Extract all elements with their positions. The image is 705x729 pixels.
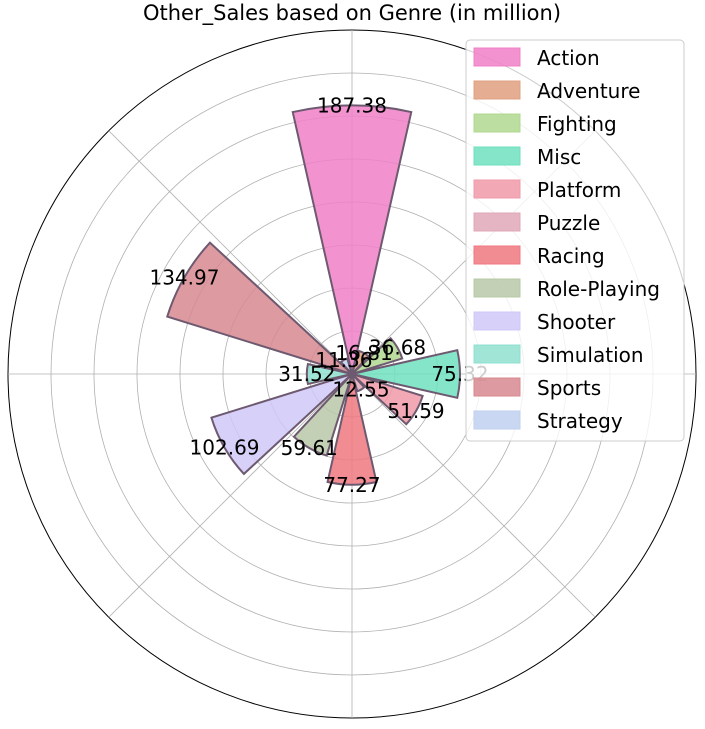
legend-label-simulation: Simulation <box>537 343 644 367</box>
legend-swatch-sports <box>473 377 521 397</box>
value-label-simulation: 31.52 <box>278 362 335 386</box>
legend-swatch-shooter <box>473 311 521 331</box>
legend-label-fighting: Fighting <box>537 112 617 136</box>
grid-spoke <box>108 373 353 618</box>
legend-swatch-action <box>473 47 521 67</box>
legend-swatch-strategy <box>473 410 521 430</box>
bar-puzzle <box>351 373 366 393</box>
value-label-fighting: 36.68 <box>369 336 426 360</box>
legend-label-shooter: Shooter <box>537 310 616 334</box>
bar-platform <box>351 373 424 426</box>
legend-swatch-racing <box>473 245 521 265</box>
value-labels: 187.3816.8136.6875.3251.5912.5577.2759.6… <box>149 93 488 496</box>
value-label-adventure: 16.81 <box>335 341 392 365</box>
legend-label-role-playing: Role-Playing <box>537 277 660 301</box>
value-label-puzzle: 12.55 <box>332 378 389 402</box>
legend-label-puzzle: Puzzle <box>537 211 600 235</box>
value-label-platform: 51.59 <box>387 399 444 423</box>
legend-label-adventure: Adventure <box>537 79 640 103</box>
bars <box>165 104 461 486</box>
legend-swatch-simulation <box>473 344 521 364</box>
value-label-racing: 77.27 <box>323 473 380 497</box>
legend-frame <box>465 39 685 442</box>
bar-shooter <box>210 373 353 476</box>
grid-spoke <box>108 130 353 375</box>
legend-label-misc: Misc <box>537 145 581 169</box>
legend-swatch-adventure <box>473 80 521 100</box>
bar-fighting <box>351 336 404 375</box>
legend: Action Adventure Fighting Misc Platform Puzzl… <box>465 39 685 442</box>
legend-swatch-fighting <box>473 113 521 133</box>
legend-swatch-misc <box>473 146 521 166</box>
legend-swatch-puzzle <box>473 212 521 232</box>
bar-role-playing <box>292 373 353 457</box>
grid-spoke <box>351 373 596 618</box>
value-label-action: 187.38 <box>317 93 387 117</box>
value-label-role-playing: 59.61 <box>281 436 338 460</box>
legend-label-action: Action <box>537 46 600 70</box>
value-label-sports: 134.97 <box>149 265 219 289</box>
bar-strategy <box>339 357 353 375</box>
bar-racing <box>326 373 378 486</box>
chart-title: Other_Sales based on Genre (in million) <box>143 1 561 26</box>
legend-label-strategy: Strategy <box>537 409 623 433</box>
legend-swatch-role-playing <box>473 278 521 298</box>
legend-label-platform: Platform <box>537 178 621 202</box>
value-label-shooter: 102.69 <box>190 436 260 460</box>
legend-label-sports: Sports <box>537 376 601 400</box>
bar-simulation <box>305 362 353 386</box>
legend-swatch-platform <box>473 179 521 199</box>
legend-label-racing: Racing <box>537 244 605 268</box>
value-label-strategy: 11.36 <box>315 348 372 372</box>
bar-action <box>291 104 413 375</box>
bar-misc <box>351 348 461 400</box>
bar-sports <box>165 241 353 375</box>
bar-adventure <box>351 349 370 375</box>
